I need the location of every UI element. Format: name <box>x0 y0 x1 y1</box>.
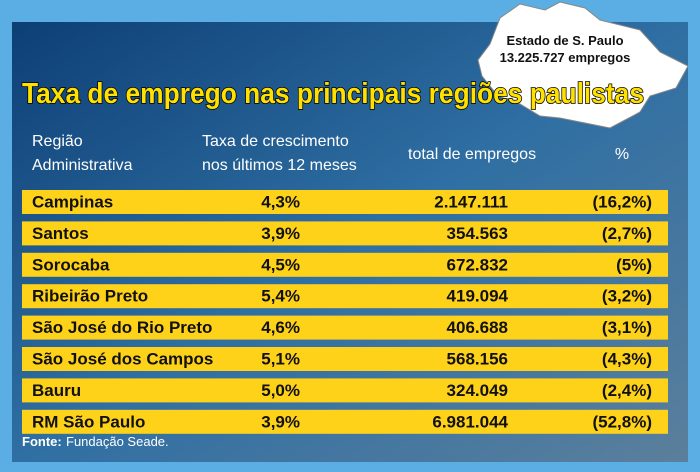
table-cell: (16,2%) <box>592 192 652 211</box>
table-cell: 568.156 <box>447 349 508 368</box>
source-label: Fonte: <box>22 434 62 449</box>
table-cell: 5,4% <box>261 287 300 306</box>
table: Região Administrativa Taxa de crescimento n… <box>22 133 668 434</box>
table-cell: 4,6% <box>261 318 300 337</box>
table-cell: São José dos Campos <box>32 349 213 368</box>
table-cell: Santos <box>32 224 89 243</box>
table-cell: 672.832 <box>447 255 508 274</box>
table-cell: Bauru <box>32 381 81 400</box>
table-cell: 4,5% <box>261 255 300 274</box>
table-cell: 6.981.044 <box>432 412 508 431</box>
table-cell: 3,9% <box>261 224 300 243</box>
table-cell: (2,4%) <box>602 381 652 400</box>
table-cell: 2.147.111 <box>434 192 508 211</box>
column-header: total de empregos <box>408 146 536 163</box>
table-cell: 419.094 <box>447 287 509 306</box>
map-label: Estado de S. Paulo <box>506 33 623 48</box>
row-bar <box>22 252 668 277</box>
row-bar <box>22 190 668 214</box>
table-cell: Campinas <box>32 192 113 211</box>
row-bar <box>22 315 668 340</box>
table-cell: 5,0% <box>261 381 300 400</box>
table-cell: RM São Paulo <box>32 412 145 431</box>
table-cell: 324.049 <box>447 381 508 400</box>
row-bar <box>22 378 668 403</box>
column-header: % <box>615 146 629 163</box>
table-cell: (52,8%) <box>592 412 652 431</box>
table-cell: (4,3%) <box>602 349 652 368</box>
row-bar <box>22 409 668 434</box>
table-cell: São José do Rio Preto <box>32 318 212 337</box>
column-header: Administrativa <box>32 157 133 174</box>
table-cell: 3,9% <box>261 412 300 431</box>
title: Taxa de emprego nas principais regiões p… <box>22 78 644 110</box>
row-bar <box>22 347 668 371</box>
table-cell: (3,2%) <box>602 287 652 306</box>
table-cell: 4,3% <box>261 192 300 211</box>
table-cell: (2,7%) <box>602 224 652 243</box>
state-map <box>477 1 689 129</box>
table-cell: 5,1% <box>261 349 300 368</box>
table-cell: Sorocaba <box>32 255 110 274</box>
column-header: nos últimos 12 meses <box>202 157 357 174</box>
table-cell: 354.563 <box>447 224 508 243</box>
table-cell: (5%) <box>616 255 652 274</box>
column-header: Região <box>32 133 83 150</box>
table-cell: Ribeirão Preto <box>32 287 148 306</box>
column-header: Taxa de crescimento <box>202 133 349 150</box>
map-label: 13.225.727 empregos <box>500 50 631 65</box>
table-cell: (3,1%) <box>602 318 652 337</box>
table-cell: 406.688 <box>447 318 508 337</box>
row-bar <box>22 221 668 246</box>
row-bar <box>22 284 668 309</box>
source-text: Fundação Seade. <box>66 434 169 449</box>
